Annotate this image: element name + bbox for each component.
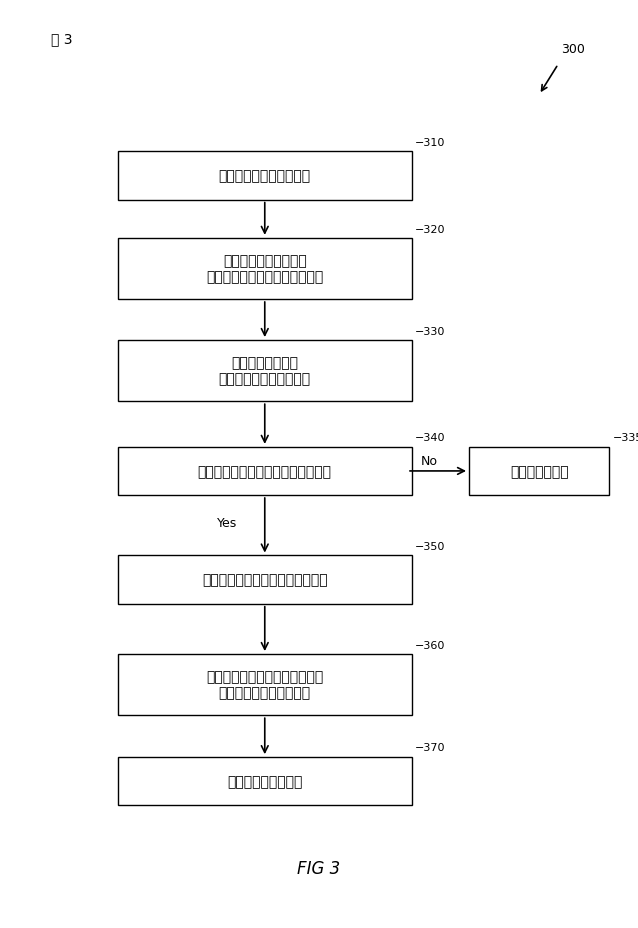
FancyBboxPatch shape [118,239,412,299]
Text: −330: −330 [415,327,445,337]
Text: 着信した電話を受諾すると決定する: 着信した電話を受諾すると決定する [198,464,332,479]
Text: 図 3: 図 3 [51,32,73,46]
FancyBboxPatch shape [118,447,412,496]
FancyBboxPatch shape [118,556,412,604]
Text: −360: −360 [415,640,445,650]
Text: 300: 300 [561,43,585,56]
Text: −335: −335 [612,432,638,443]
FancyBboxPatch shape [469,447,609,496]
Text: 音声通話を終了する: 音声通話を終了する [227,774,302,789]
Text: Yes: Yes [217,517,237,530]
FancyBboxPatch shape [118,655,412,715]
Text: −310: −310 [415,137,445,148]
Text: FIG 3: FIG 3 [297,858,341,877]
Text: データ接続を使用して
発呼側ユーザの情報を取り出す: データ接続を使用して 発呼側ユーザの情報を取り出す [206,254,323,284]
Text: 電話を拒否する: 電話を拒否する [510,464,568,479]
Text: 着信した電話を受け取る: 着信した電話を受け取る [219,169,311,184]
Text: −350: −350 [415,541,445,551]
Text: 音声通話中に発呼側デバイスと
データをさらに交換する: 音声通話中に発呼側デバイスと データをさらに交換する [206,670,323,700]
Text: さらに他の情報を
発呼側ユーザに要求する: さらに他の情報を 発呼側ユーザに要求する [219,356,311,386]
Text: 発呼側ユーザとの接続を確立する: 発呼側ユーザとの接続を確立する [202,573,327,587]
FancyBboxPatch shape [118,152,412,200]
Text: −340: −340 [415,432,445,443]
FancyBboxPatch shape [118,341,412,401]
Text: −370: −370 [415,742,445,753]
Text: −320: −320 [415,225,445,235]
FancyBboxPatch shape [118,757,412,806]
Text: No: No [421,455,438,468]
